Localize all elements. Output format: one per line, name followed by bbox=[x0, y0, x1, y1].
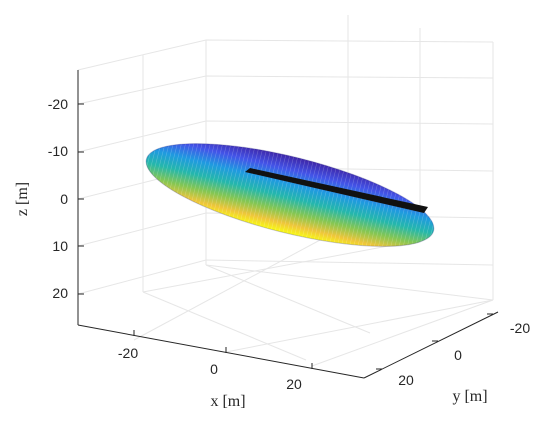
y-tick-labels: -20 0 20 bbox=[398, 320, 530, 388]
y-axis-label: y [m] bbox=[452, 388, 487, 405]
z-tick-label: 20 bbox=[52, 285, 68, 301]
z-tick-label: -20 bbox=[48, 96, 68, 112]
y-tick-label: -20 bbox=[510, 320, 530, 336]
x-axis-label: x [m] bbox=[210, 393, 245, 410]
z-tick-label: 0 bbox=[60, 191, 68, 207]
y-tick-label: 20 bbox=[398, 372, 414, 388]
axes bbox=[77, 70, 499, 379]
x-tick-label: 20 bbox=[286, 376, 302, 392]
ellipsoid-surface bbox=[145, 143, 435, 247]
z-axis-label: z [m] bbox=[14, 182, 31, 216]
y-tick-label: 0 bbox=[454, 347, 462, 363]
z-tick-labels: -20 -10 0 10 20 bbox=[48, 96, 68, 301]
z-tick-label: -10 bbox=[48, 143, 68, 159]
grid-lines bbox=[77, 15, 494, 367]
x-tick-label: -20 bbox=[118, 345, 138, 361]
black-line bbox=[245, 168, 428, 213]
z-tick-label: 10 bbox=[52, 238, 68, 254]
x-tick-labels: -20 0 20 bbox=[118, 345, 302, 392]
x-tick-label: 0 bbox=[210, 361, 218, 377]
